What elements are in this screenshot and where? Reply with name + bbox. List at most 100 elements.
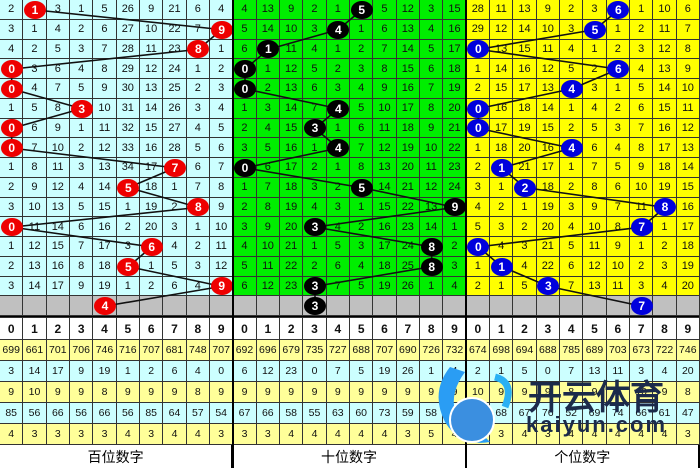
omission-cell: 14 — [536, 98, 560, 119]
draw-ball: 6 — [140, 237, 163, 256]
digit-header: 1 — [490, 318, 514, 340]
omission-cell: 3 — [116, 237, 140, 257]
stat-cell: 692 — [233, 340, 257, 361]
omission-cell: 12 — [420, 177, 444, 198]
omission-cell: 7 — [23, 138, 47, 158]
omission-cell: 19 — [536, 197, 560, 218]
stat-cell: 2 — [466, 361, 490, 382]
omission-cell: 8 — [23, 158, 47, 178]
pending-cell — [256, 296, 280, 316]
omission-cell: 10 — [373, 98, 397, 119]
omission-cell: 2 — [303, 0, 327, 20]
draw-ball: 0 — [467, 237, 490, 256]
stat-cell: 8 — [186, 382, 210, 403]
omission-cell: 11 — [490, 0, 514, 20]
omission-cell: 14 — [23, 276, 47, 297]
omission-cell: 12 — [23, 237, 47, 257]
omission-cell: 11 — [630, 197, 654, 218]
omission-cell: 4 — [233, 0, 257, 20]
draw-ball: 8 — [420, 237, 443, 256]
omission-cell: 15 — [490, 79, 514, 99]
digit-header: 6 — [606, 318, 630, 340]
omission-cell: 2 — [233, 197, 257, 218]
stat-cell: 707 — [373, 340, 397, 361]
digit-header: 7 — [163, 318, 187, 340]
omission-cell: 2 — [0, 177, 24, 198]
omission-cell: 7 — [420, 79, 444, 99]
omission-cell: 14 — [93, 177, 117, 198]
omission-cell: 2 — [326, 59, 350, 79]
stat-cell: 726 — [420, 340, 444, 361]
omission-cell: 11 — [583, 237, 607, 257]
omission-cell: 18 — [373, 256, 397, 277]
omission-cell: 5 — [466, 217, 490, 237]
stat-cell: 3 — [210, 424, 234, 445]
omission-cell: 11 — [676, 98, 700, 119]
draw-ball: 0 — [467, 40, 490, 59]
stat-cell: 9 — [303, 382, 327, 403]
omission-cell: 7 — [583, 158, 607, 178]
omission-cell: 4 — [606, 138, 630, 158]
omission-cell: 18 — [653, 158, 677, 178]
omission-cell: 1 — [233, 177, 257, 198]
digit-header: 7 — [396, 318, 420, 340]
omission-cell: 1 — [303, 237, 327, 257]
stat-cell: 23 — [280, 361, 304, 382]
stat-cell: 4 — [303, 424, 327, 445]
stat-cell: 68 — [490, 403, 514, 424]
omission-cell: 15 — [443, 0, 467, 20]
trend-line-segment — [478, 226, 642, 248]
draw-ball: 6 — [607, 60, 630, 79]
omission-cell: 11 — [420, 158, 444, 178]
omission-cell: 12 — [676, 118, 700, 139]
stat-cell: 68 — [466, 403, 490, 424]
stat-cell: 66 — [630, 403, 654, 424]
trend-line-segment — [128, 265, 222, 288]
omission-cell: 1 — [420, 276, 444, 297]
omission-cell: 21 — [443, 118, 467, 139]
omission-cell: 13 — [583, 276, 607, 297]
stat-cell: 746 — [93, 340, 117, 361]
stat-cell: 13 — [583, 361, 607, 382]
draw-ball: 8 — [654, 198, 676, 217]
draw-ball: 1 — [257, 40, 280, 59]
omission-cell: 3 — [233, 217, 257, 237]
pending-cell — [23, 296, 47, 316]
omission-cell: 20 — [280, 217, 304, 237]
digit-header: 2 — [46, 318, 70, 340]
pending-cell — [396, 296, 420, 316]
stat-cell: 732 — [443, 340, 467, 361]
stat-cell: 674 — [466, 340, 490, 361]
omission-cell: 17 — [443, 39, 467, 60]
stat-cell: 690 — [396, 340, 420, 361]
omission-cell: 12 — [490, 19, 514, 40]
stat-cell: 20 — [676, 361, 700, 382]
draw-ball: 4 — [327, 20, 350, 39]
omission-cell: 13 — [513, 0, 537, 20]
header-divider — [0, 316, 700, 318]
omission-cell: 6 — [163, 276, 187, 297]
stat-cell: 9 — [0, 382, 24, 403]
panel-label: 百位数字 — [0, 445, 234, 468]
omission-cell: 9 — [93, 79, 117, 99]
trend-line-segment — [478, 88, 572, 110]
stat-cell: 56 — [116, 403, 140, 424]
omission-cell: 2 — [630, 256, 654, 277]
omission-cell: 5 — [583, 118, 607, 139]
omission-cell: 28 — [163, 138, 187, 158]
omission-cell: 2 — [653, 237, 677, 257]
omission-cell: 1 — [490, 177, 514, 198]
stat-cell: 2 — [140, 361, 164, 382]
stat-cell: 56 — [70, 403, 94, 424]
omission-cell: 10 — [280, 19, 304, 40]
digit-header: 8 — [186, 318, 210, 340]
stat-cell: 4 — [163, 424, 187, 445]
digit-header: 9 — [443, 318, 467, 340]
omission-cell: 10 — [676, 79, 700, 99]
stat-cell: 4 — [560, 424, 584, 445]
omission-cell: 18 — [93, 256, 117, 277]
stat-cell: 8 — [560, 382, 584, 403]
omission-cell: 1 — [0, 98, 24, 119]
stat-cell: 9 — [513, 382, 537, 403]
omission-cell: 18 — [443, 59, 467, 79]
